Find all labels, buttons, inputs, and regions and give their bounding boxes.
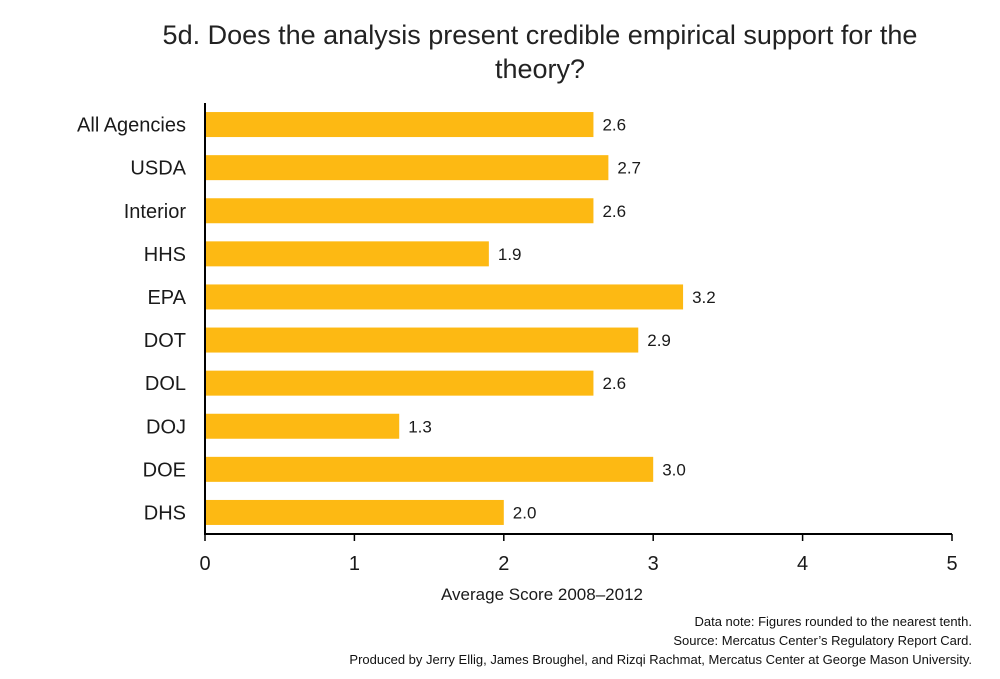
category-label: DOJ (146, 416, 186, 438)
value-label: 2.6 (602, 374, 626, 393)
category-label: DOE (143, 459, 186, 481)
bar-dol (206, 370, 594, 396)
bar-doe (206, 456, 654, 482)
chart-notes: Data note: Figures rounded to the neares… (349, 612, 972, 669)
category-label: Interior (124, 201, 187, 223)
category-label: All Agencies (77, 115, 186, 137)
bars-layer (206, 112, 684, 525)
value-label: 3.2 (692, 288, 716, 307)
bar-epa (206, 284, 684, 310)
bar-dot (206, 327, 639, 353)
credit-note: Produced by Jerry Ellig, James Broughel,… (349, 652, 972, 667)
x-tick-label: 5 (946, 553, 957, 575)
chart-title: 5d. Does the analysis present credible e… (162, 20, 918, 84)
x-tick-label: 0 (199, 553, 210, 575)
x-tick-label: 3 (648, 553, 659, 575)
data-note: Data note: Figures rounded to the neares… (694, 614, 972, 629)
value-label: 2.6 (602, 116, 626, 135)
x-tick-label: 1 (349, 553, 360, 575)
value-label: 2.7 (617, 159, 641, 178)
value-label: 2.6 (602, 202, 626, 221)
bar-interior (206, 198, 594, 224)
ticks-layer: All Agencies 2.6 USDA 2.7 Interior 2.6 HHS 1.9 E… (77, 115, 958, 575)
category-label: EPA (147, 287, 186, 309)
category-label: DHS (144, 502, 186, 524)
source-note: Source: Mercatus Center’s Regulatory Rep… (673, 633, 972, 648)
value-label: 2.9 (647, 331, 671, 350)
bar-hhs (206, 241, 489, 267)
bar-doj (206, 413, 400, 439)
value-label: 1.9 (498, 245, 522, 264)
category-label: DOL (145, 373, 186, 395)
x-axis-label: Average Score 2008–2012 (441, 585, 643, 604)
x-tick-label: 4 (797, 553, 808, 575)
value-label: 2.0 (513, 503, 537, 522)
value-label: 1.3 (408, 417, 432, 436)
x-tick-label: 2 (498, 553, 509, 575)
category-label: USDA (130, 158, 186, 180)
bar-all-agencies (206, 112, 594, 138)
bar-dhs (206, 499, 504, 525)
value-label: 3.0 (662, 460, 686, 479)
category-label: DOT (144, 330, 186, 352)
category-label: HHS (144, 244, 186, 266)
bar-usda (206, 155, 609, 181)
